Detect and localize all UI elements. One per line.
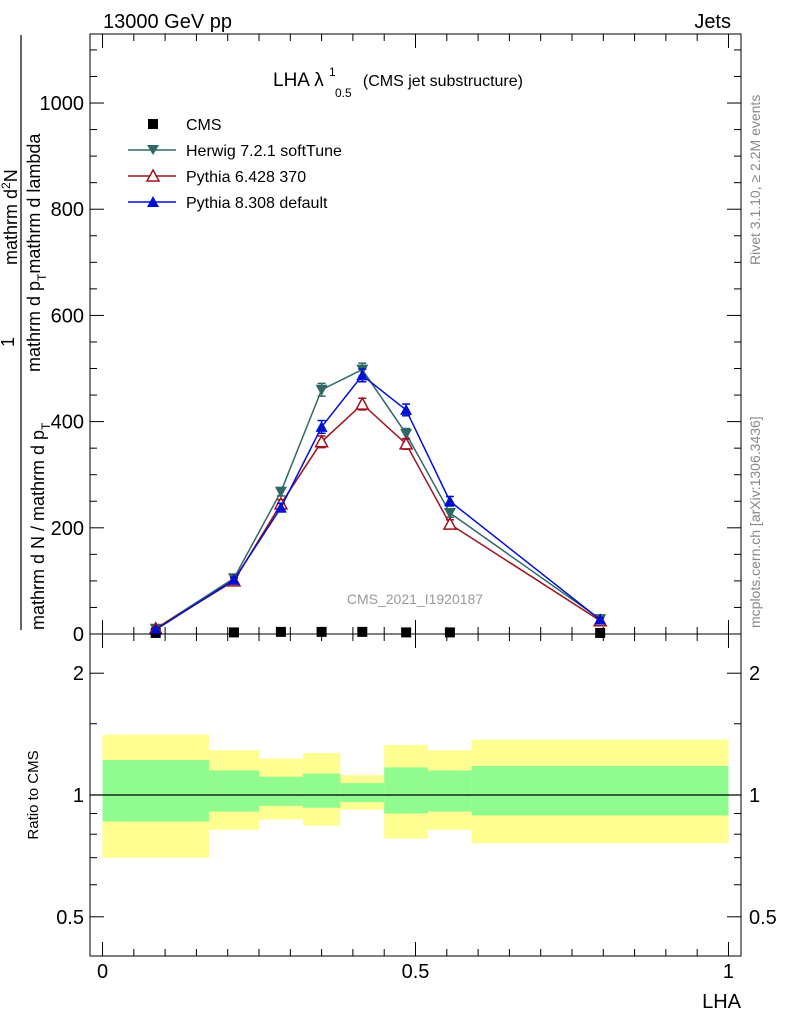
title-suffix: (CMS jet substructure) [363,73,523,90]
legend-label-pythia8: Pythia 8.308 default [186,195,328,212]
title-sup: 1 [329,65,336,79]
legend-label-cms: CMS [186,117,222,134]
main-axis-ticks [90,34,741,635]
xtick-label: 0.5 [402,961,430,983]
data-point-triangle-up [315,420,328,432]
ratio-frame [89,633,742,957]
data-point-triangle-up [400,403,413,415]
ratio-band-inner [302,773,341,808]
ratio-ytick-label-right: 0.5 [749,907,777,929]
data-point-square [275,626,286,637]
data-point-triangle-up [227,573,240,585]
data-point-triangle-up [594,613,607,625]
series-3 [149,368,607,635]
legend-marker-herwig [147,145,159,155]
data-point-triangle-down [315,384,328,396]
legend-entry-pythia6: Pythia 6.428 370 [128,168,306,186]
ylabel-numerator: 1 [0,337,18,347]
legend-label-pythia6: Pythia 6.428 370 [186,169,306,186]
main-ytick-label: 600 [51,305,84,327]
ratio-band-inner [259,776,303,806]
x-axis-label: LHA [702,991,742,1013]
ratio-band-inner [102,760,209,822]
ratio-ytick-label-right: 1 [749,785,760,807]
data-point-square [228,627,239,638]
data-point-square [595,627,606,638]
ratio-ytick-label-left: 2 [73,663,84,685]
ratio-ylabel: Ratio to CMS [25,750,42,839]
legend: CMS Herwig 7.2.1 softTune Pythia 6.428 3… [128,117,342,212]
data-point-triangle-down [400,428,413,440]
main-ytick-label: 800 [51,199,84,221]
main-ytick-label: 200 [51,518,84,540]
legend-marker-pythia6 [145,168,161,182]
main-series-layer [148,362,608,638]
legend-entry-cms: CMS [148,117,222,134]
legend-label-herwig: Herwig 7.2.1 softTune [186,143,342,160]
legend-entry-pythia8: Pythia 8.308 default [128,195,328,212]
data-point-square [401,627,412,638]
data-point-triangle-up [356,369,369,381]
data-point-triangle-up [443,495,456,507]
ylabel-top-line2: mathrm d pTmathrm d lambda [24,133,49,372]
data-point-square [316,626,327,637]
xtick-label: 0 [97,961,108,983]
xtick-label: 1 [723,961,734,983]
main-ytick-labels: 0 200 400 600 800 1000 [40,93,85,646]
data-point-triangle-open [442,516,458,530]
legend-entry-herwig: Herwig 7.2.1 softTune [128,143,342,160]
rivet-label: Rivet 3.1.10, ≥ 2.2M events [747,95,763,265]
legend-marker-pythia8 [147,196,159,207]
main-ytick-label: 1000 [40,93,85,115]
data-point-square [357,626,368,637]
ratio-ytick-label-left: 0.5 [56,907,84,929]
ratio-band-inner [428,770,472,812]
data-point-triangle-down [274,486,287,498]
data-point-square [444,627,455,638]
main-panel: 0 200 400 600 800 1000 LHA λ 1 0.5 (CMS jet s… [40,33,742,646]
series-line [155,374,601,631]
ratio-band-inner [471,765,729,816]
data-point-triangle-open [398,436,414,450]
data-point-triangle-open [355,396,370,410]
ylabel-denominator: mathrm d N / mathrm d pT [28,422,53,630]
ratio-bands [102,734,729,858]
data-point-triangle-up [274,501,287,513]
ratio-band-inner [340,783,385,803]
ratio-panel: 0.5 0.51 12 2 0 0.5 1 Ratio to CMS LHA [25,633,777,1013]
title-sub: 0.5 [335,86,352,100]
data-point-triangle-up [149,623,162,635]
plot-title: LHA λ 1 0.5 (CMS jet substructure) [273,60,523,102]
analysis-watermark: CMS_2021_I1920187 [347,591,483,607]
data-point-triangle-open [314,434,329,448]
mcplots-label: mcplots.cern.ch [arXiv:1306.3436] [747,416,763,628]
legend-marker-cms [148,119,158,129]
ylabel-top-line1: mathrm d2N [0,169,21,265]
xtick-labels: 0 0.5 1 [97,961,734,983]
ratio-ytick-label-right: 2 [749,663,760,685]
header-left: 13000 GeV pp [103,11,232,33]
series-line [155,368,601,630]
ratio-axis-ticks [90,633,741,957]
title-main: LHA λ [273,70,324,91]
ratio-ytick-label-left: 1 [73,785,84,807]
data-point-triangle-down [443,507,456,519]
ratio-band-inner [384,767,429,814]
main-ytick-label: 0 [73,624,84,646]
ratio-band-inner [208,770,260,812]
series-0 [150,626,606,638]
header-right: Jets [694,11,731,33]
main-ytick-label: 400 [51,412,84,434]
ratio-ytick-labels: 0.5 0.5 1 1 2 2 [56,663,777,929]
main-ylabel: 1 mathrm d N / mathrm d pT mathrm d2N ma… [0,35,53,630]
